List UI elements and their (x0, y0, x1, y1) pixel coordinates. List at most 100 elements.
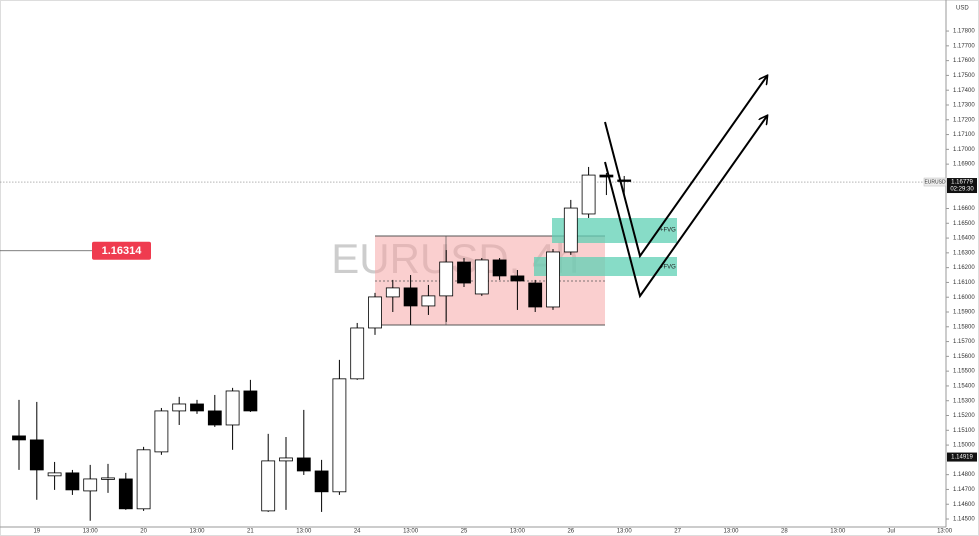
y-tick-label: 1.17800 (953, 29, 975, 35)
candle-body (12, 435, 26, 441)
current-price-label: 1.16779 (951, 180, 973, 186)
x-tick-label: 13:00 (296, 529, 312, 535)
y-tick-label: 1.17400 (953, 88, 975, 94)
x-tick-label: 26 (567, 529, 574, 535)
y-tick-label: 1.14600 (953, 502, 975, 508)
candle-body (403, 287, 418, 307)
candle-body (225, 390, 240, 426)
candle-body (581, 174, 596, 215)
x-tick-label: 24 (354, 529, 361, 535)
candle-body (563, 207, 578, 253)
x-tick-label: 25 (461, 529, 468, 535)
y-tick-label: 1.15400 (953, 384, 975, 390)
y-tick-label: 1.17000 (953, 147, 975, 153)
marked-price-tag (947, 452, 977, 462)
candle-body (314, 470, 329, 493)
countdown-label: 02:29:30 (950, 187, 974, 193)
fvg-zone (534, 257, 677, 276)
candle-body (457, 261, 471, 284)
y-tick-label: 1.15500 (953, 369, 975, 375)
candle-body (350, 327, 365, 380)
y-tick-label: 1.17600 (953, 58, 975, 64)
symbol-label: EURUSD (924, 179, 946, 185)
candle-body (83, 478, 98, 492)
y-tick-label: 1.16300 (953, 250, 975, 256)
price-line-tag (92, 241, 151, 260)
y-tick-label: 1.15800 (953, 324, 975, 330)
y-tick-label: 1.15100 (953, 428, 975, 434)
candle-body (154, 410, 169, 453)
x-tick-label: Jul (887, 529, 895, 535)
x-tick-label: 13:00 (510, 529, 526, 535)
candle-body (546, 251, 560, 308)
y-tick-label: 1.14700 (953, 487, 975, 493)
fvg-label: +FVG (660, 228, 676, 234)
x-tick-label: 13:00 (189, 529, 205, 535)
y-tick-label: 1.17300 (953, 103, 975, 109)
y-tick-label: 1.17700 (953, 43, 975, 49)
candle-body (385, 287, 400, 298)
x-tick-label: 13:00 (403, 529, 419, 535)
y-tick-label: 1.17100 (953, 132, 975, 138)
candle-body (510, 275, 525, 282)
candle-body (439, 261, 454, 297)
candle-body (101, 477, 115, 480)
x-tick-label: 13:00 (83, 529, 99, 535)
candle-body (296, 457, 311, 472)
fvg-label: +FVG (660, 265, 676, 271)
y-tick-label: 1.16900 (953, 162, 975, 168)
candle-body (207, 410, 222, 426)
x-tick-label: 27 (674, 529, 681, 535)
x-tick-label: 28 (781, 529, 788, 535)
y-tick-label: 1.15900 (953, 310, 975, 316)
x-tick-label: 13:00 (617, 529, 633, 535)
currency-label: USD (956, 6, 969, 12)
candle-body (332, 378, 347, 493)
y-tick-label: 1.16100 (953, 280, 975, 286)
y-tick-label: 1.16000 (953, 295, 975, 301)
candle-body (599, 174, 614, 178)
y-tick-label: 1.17500 (953, 73, 975, 79)
x-tick-label: 21 (247, 529, 254, 535)
projection-arrow (604, 76, 767, 259)
y-tick-label: 1.15600 (953, 354, 975, 360)
candle-body (243, 390, 258, 412)
y-tick-label: 1.14500 (953, 517, 975, 523)
current-price-tag (947, 178, 977, 194)
symbol-tag (923, 177, 947, 187)
x-tick-label: 13:00 (830, 529, 846, 535)
candle-body (279, 457, 293, 462)
y-tick-label: 1.15700 (953, 339, 975, 345)
candle-body (29, 439, 44, 471)
candle-body (421, 295, 436, 307)
candle-body (368, 296, 382, 329)
y-tick-label: 1.15000 (953, 443, 975, 449)
price-line-label: 1.16314 (102, 245, 143, 257)
y-tick-label: 1.16400 (953, 236, 975, 242)
y-tick-label: 1.17200 (953, 117, 975, 123)
candle-body (65, 472, 80, 491)
y-tick-label: 1.14800 (953, 472, 975, 478)
y-tick-label: 1.15300 (953, 398, 975, 404)
y-tick-label: 1.16500 (953, 221, 975, 227)
plot: 1.17800 1.17700 1.17600 1.17500 1.17400 1.173… (0, 29, 977, 535)
y-tick-label: 1.16600 (953, 206, 975, 212)
x-tick-label: 19 (33, 529, 40, 535)
x-tick-label: 13:00 (723, 529, 739, 535)
candle-body (118, 478, 133, 510)
candle-body (172, 403, 187, 412)
candle-body (492, 259, 507, 277)
candle-body (528, 282, 543, 308)
candle-body (617, 179, 632, 182)
x-tick-label: 20 (140, 529, 147, 535)
projection-arrow (604, 116, 767, 299)
x-tick-label: 13:00 (937, 529, 953, 535)
y-tick-label: 1.15200 (953, 413, 975, 419)
candle-body (47, 472, 62, 477)
marked-price-label: 1.14919 (951, 455, 973, 461)
candle-body (190, 403, 204, 412)
candle-body (136, 449, 151, 510)
candle-body (261, 460, 276, 512)
y-tick-label: 1.16200 (953, 265, 975, 271)
